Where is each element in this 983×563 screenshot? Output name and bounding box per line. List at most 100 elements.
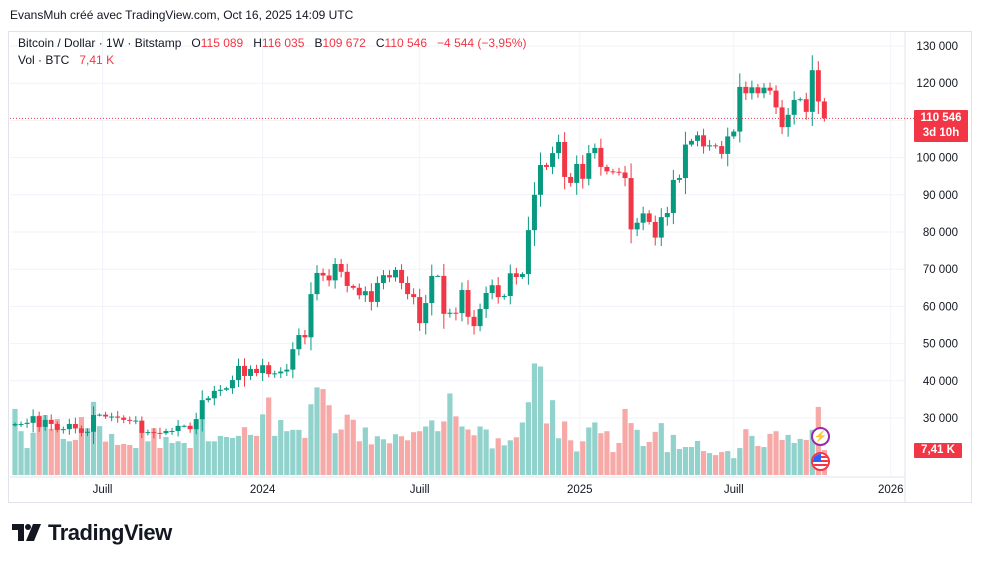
- volume-bar: [568, 440, 574, 475]
- volume-bar: [308, 404, 314, 475]
- candle: [308, 282, 314, 351]
- volume-bar: [592, 422, 598, 475]
- volume-bar: [266, 397, 272, 475]
- candle: [658, 208, 664, 247]
- candle: [670, 169, 676, 225]
- candle: [682, 131, 688, 195]
- candle-body: [121, 417, 127, 420]
- price-tick-label: 90 000: [923, 190, 958, 202]
- candle: [773, 85, 779, 115]
- chart-frame: [8, 31, 972, 503]
- volume-bar: [145, 441, 151, 475]
- volume-bar: [556, 438, 562, 475]
- candle: [676, 174, 682, 183]
- high-value: 116 035: [261, 36, 305, 50]
- volume-bar: [18, 431, 24, 475]
- candle-body: [695, 135, 701, 141]
- candle-body: [405, 282, 411, 295]
- candle: [628, 163, 634, 244]
- volume-bar: [127, 445, 133, 475]
- volume-bar: [495, 438, 501, 475]
- volume-bar: [84, 428, 91, 475]
- volume-bar: [435, 431, 441, 475]
- candle-body: [544, 165, 550, 167]
- candle: [411, 288, 417, 305]
- volume-bar: [477, 426, 483, 475]
- candle-body: [145, 432, 151, 434]
- price-axis: 30 000 40 000 50 000 60 000 70 000 80 000 90 0…: [916, 41, 958, 425]
- candle-body: [821, 101, 827, 119]
- volume-bar: [217, 435, 223, 475]
- candle-body: [761, 87, 767, 94]
- candle: [338, 258, 344, 278]
- candle: [145, 429, 151, 436]
- candle: [568, 173, 574, 187]
- volume-bar: [60, 438, 66, 475]
- candle: [344, 263, 350, 293]
- volume-bar: [12, 408, 18, 475]
- candle-body: [411, 294, 417, 298]
- candle-body: [223, 388, 229, 390]
- volume-bar: [519, 422, 525, 475]
- volume-bar: [682, 447, 689, 475]
- volume-bar: [205, 441, 211, 475]
- candle: [501, 293, 507, 300]
- candle-body: [525, 230, 531, 275]
- volume-bar: [42, 415, 48, 475]
- candle-body: [477, 309, 483, 327]
- volume-label[interactable]: Vol · BTC: [18, 53, 70, 67]
- candle: [471, 310, 477, 335]
- symbol-title[interactable]: Bitcoin / Dollar · 1W · Bitstamp: [18, 36, 182, 50]
- volume-bar: [797, 438, 803, 475]
- volume-bar: [36, 415, 42, 475]
- candle-body: [531, 194, 537, 231]
- candle-body: [272, 373, 278, 375]
- volume-bar: [181, 442, 187, 475]
- candle-body: [725, 136, 731, 154]
- candle: [453, 307, 459, 321]
- tradingview-logo[interactable]: TradingView: [12, 520, 172, 546]
- candle: [302, 330, 308, 345]
- volume-bar: [356, 441, 362, 475]
- candle: [314, 265, 320, 301]
- bar-countdown-label: 3d 10h: [922, 127, 960, 139]
- volume-bar: [398, 436, 405, 475]
- candle: [386, 270, 392, 283]
- candle-body: [127, 419, 133, 421]
- candle-body: [616, 171, 622, 173]
- candle: [562, 132, 568, 190]
- candle: [350, 284, 356, 290]
- candle: [465, 280, 471, 325]
- candle-body: [550, 153, 556, 167]
- candle: [78, 425, 84, 437]
- lightning-event-icon[interactable]: ⚡: [811, 427, 830, 446]
- candle: [779, 99, 785, 135]
- candle: [380, 270, 386, 290]
- low-value: 109 672: [322, 36, 366, 50]
- candle-body: [453, 312, 459, 314]
- candle: [586, 144, 592, 186]
- time-tick-label: Juill: [93, 484, 113, 496]
- candle-body: [60, 429, 66, 431]
- volume-bar: [254, 435, 260, 475]
- candle: [513, 267, 519, 285]
- volume-bar: [743, 429, 749, 475]
- us-flag-event-icon[interactable]: [811, 452, 830, 471]
- candle-body: [54, 423, 60, 430]
- candle: [139, 416, 145, 439]
- candle: [405, 276, 411, 300]
- candle: [18, 421, 24, 428]
- volume-bar: [453, 416, 459, 475]
- candle: [743, 81, 749, 100]
- volume-bar: [507, 440, 513, 475]
- candle: [133, 416, 139, 425]
- candle: [30, 409, 36, 433]
- candle-body: [664, 213, 670, 218]
- candle-body: [248, 368, 254, 376]
- volume-bar: [441, 421, 447, 475]
- candle: [821, 97, 827, 122]
- candle-body: [562, 141, 568, 177]
- volume-bar: [640, 446, 646, 475]
- price-tick-label: 100 000: [916, 153, 958, 165]
